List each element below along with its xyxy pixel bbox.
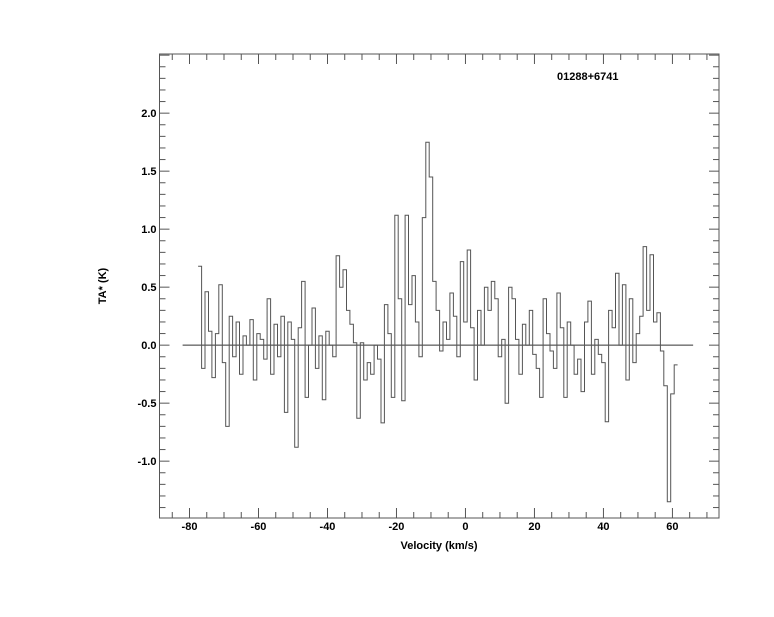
axis-ticks [159,54,719,518]
x-tick-label: 0 [462,521,468,533]
y-tick-label: -1.0 [138,456,157,468]
y-tick-label: 2.0 [141,108,156,120]
x-tick-label: 60 [666,521,678,533]
chart-title: 01288+6741 [557,71,618,83]
x-tick-label: 40 [597,521,609,533]
spectrum-line [198,141,678,503]
x-tick-label: -20 [389,521,405,533]
plot-frame [159,53,720,519]
y-tick-label: 0.0 [141,340,156,352]
x-tick-label: -80 [182,521,198,533]
y-tick-label: 1.0 [141,224,156,236]
x-tick-label: -40 [320,521,336,533]
y-tick-label: 0.5 [141,282,156,294]
x-axis-label: Velocity (km/s) [400,540,477,552]
x-tick-label: -60 [251,521,267,533]
y-tick-label: 1.5 [141,166,156,178]
x-tick-label: 20 [528,521,540,533]
tick-labels: -80 -60 -40 -20 0 20 40 60 -1.0 -0.5 0.0 0.5 1.0 1.5 2… [138,108,679,533]
y-axis-label: TA* (K) [97,267,109,304]
y-tick-label: -0.5 [138,398,157,410]
